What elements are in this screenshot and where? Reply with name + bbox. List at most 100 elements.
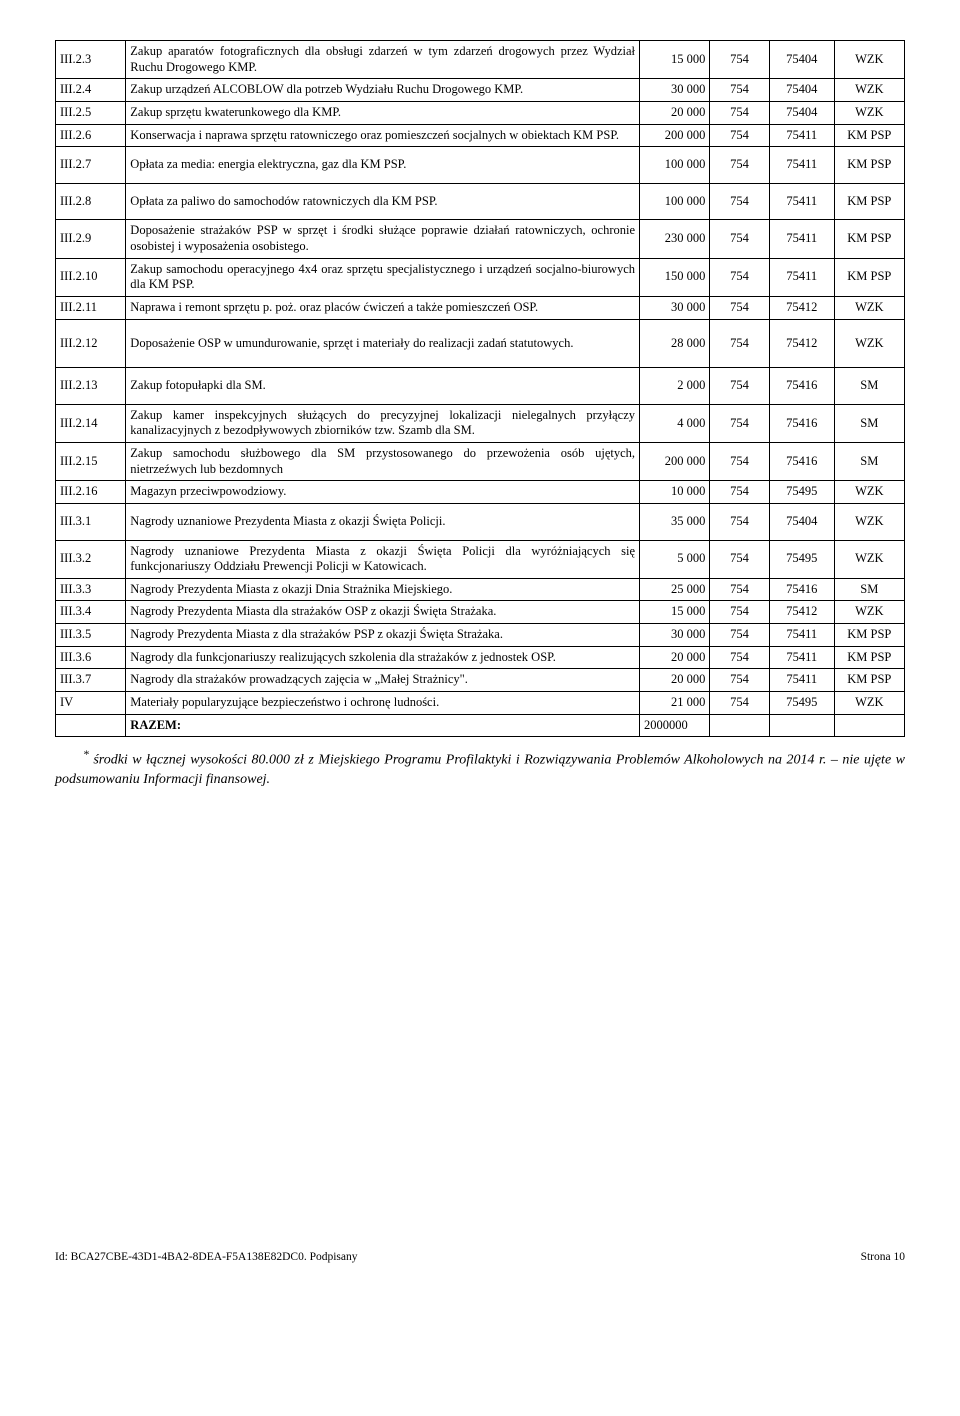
cell-v2: 754: [710, 404, 769, 442]
cell-v2: 754: [710, 646, 769, 669]
razem-total: 2000000: [640, 714, 710, 737]
footnote-text: środki w łącznej wysokości 80.000 zł z M…: [55, 753, 905, 787]
table-row: III.2.4Zakup urządzeń ALCOBLOW dla potrz…: [56, 79, 905, 102]
cell-desc: Nagrody dla strażaków prowadzących zajęc…: [126, 669, 640, 692]
cell-v2: 754: [710, 258, 769, 296]
cell-desc: Nagrody Prezydenta Miasta z dla strażakó…: [126, 624, 640, 647]
cell-v2: 754: [710, 319, 769, 368]
cell-amount: 2 000: [640, 368, 710, 405]
cell-v3: 75404: [769, 41, 834, 79]
cell-id: III.2.15: [56, 443, 126, 481]
cell-v4: WZK: [834, 540, 904, 578]
cell-v4: WZK: [834, 79, 904, 102]
cell-v4: KM PSP: [834, 183, 904, 220]
footnote-asterisk: *: [83, 748, 89, 761]
cell-id: III.3.6: [56, 646, 126, 669]
cell-v4: KM PSP: [834, 220, 904, 258]
cell-v2: 754: [710, 481, 769, 504]
table-row: III.2.9Doposażenie strażaków PSP w sprzę…: [56, 220, 905, 258]
footer-doc-id: Id: BCA27CBE-43D1-4BA2-8DEA-F5A138E82DC0…: [55, 1250, 358, 1264]
cell-v4: SM: [834, 443, 904, 481]
cell-desc: Nagrody Prezydenta Miasta z okazji Dnia …: [126, 578, 640, 601]
cell-v2: 754: [710, 41, 769, 79]
cell-v3: 75411: [769, 220, 834, 258]
cell-v4: KM PSP: [834, 646, 904, 669]
table-row: IVMateriały popularyzujące bezpieczeństw…: [56, 691, 905, 714]
table-row: III.2.7Opłata za media: energia elektryc…: [56, 147, 905, 184]
cell-amount: 5 000: [640, 540, 710, 578]
cell-desc: Zakup samochodu operacyjnego 4x4 oraz sp…: [126, 258, 640, 296]
cell-v3: 75411: [769, 183, 834, 220]
cell-v3: 75412: [769, 319, 834, 368]
cell-amount: 15 000: [640, 41, 710, 79]
cell-amount: 20 000: [640, 669, 710, 692]
cell-v3: 75411: [769, 147, 834, 184]
cell-v3: 75495: [769, 481, 834, 504]
cell-v3: 75416: [769, 443, 834, 481]
cell-v3: 75495: [769, 540, 834, 578]
cell-desc: Nagrody Prezydenta Miasta dla strażaków …: [126, 601, 640, 624]
cell-v2: 754: [710, 578, 769, 601]
table-row: III.2.11Naprawa i remont sprzętu p. poż.…: [56, 296, 905, 319]
cell-v3: 75411: [769, 669, 834, 692]
cell-v2: 754: [710, 691, 769, 714]
cell-v3: 75411: [769, 646, 834, 669]
cell-id: III.2.8: [56, 183, 126, 220]
cell-v2: 754: [710, 183, 769, 220]
cell-amount: 15 000: [640, 601, 710, 624]
cell-id: III.2.9: [56, 220, 126, 258]
cell-amount: 4 000: [640, 404, 710, 442]
cell-amount: 30 000: [640, 79, 710, 102]
cell-id: III.3.4: [56, 601, 126, 624]
cell-v3: 75404: [769, 503, 834, 540]
cell-amount: 230 000: [640, 220, 710, 258]
cell-id: III.2.11: [56, 296, 126, 319]
table-row: III.3.1Nagrody uznaniowe Prezydenta Mias…: [56, 503, 905, 540]
cell-desc: Konserwacja i naprawa sprzętu ratownicze…: [126, 124, 640, 147]
cell-v2: 754: [710, 540, 769, 578]
cell-v3: 75416: [769, 404, 834, 442]
cell-id: III.2.16: [56, 481, 126, 504]
cell-v2: 754: [710, 220, 769, 258]
cell-v4: KM PSP: [834, 669, 904, 692]
cell-v2: 754: [710, 443, 769, 481]
cell-desc: Zakup kamer inspekcyjnych służących do p…: [126, 404, 640, 442]
cell-v4: KM PSP: [834, 124, 904, 147]
cell-desc: Zakup fotopułapki dla SM.: [126, 368, 640, 405]
cell-v2: 754: [710, 124, 769, 147]
table-row: III.3.3Nagrody Prezydenta Miasta z okazj…: [56, 578, 905, 601]
cell-desc: Zakup samochodu służbowego dla SM przyst…: [126, 443, 640, 481]
cell-desc: Nagrody uznaniowe Prezydenta Miasta z ok…: [126, 503, 640, 540]
cell-desc: Opłata za media: energia elektryczna, ga…: [126, 147, 640, 184]
cell-v2: 754: [710, 147, 769, 184]
cell-v4: WZK: [834, 319, 904, 368]
cell-v3: 75416: [769, 578, 834, 601]
cell-v4: WZK: [834, 481, 904, 504]
cell-v2: 754: [710, 624, 769, 647]
cell-amount: 30 000: [640, 296, 710, 319]
table-row: III.2.12Doposażenie OSP w umundurowanie,…: [56, 319, 905, 368]
table-row: III.2.3Zakup aparatów fotograficznych dl…: [56, 41, 905, 79]
cell-desc: Nagrody dla funkcjonariuszy realizującyc…: [126, 646, 640, 669]
cell-v2: 754: [710, 101, 769, 124]
cell-amount: 100 000: [640, 183, 710, 220]
cell-amount: 200 000: [640, 124, 710, 147]
cell-v2: 754: [710, 669, 769, 692]
cell-amount: 30 000: [640, 624, 710, 647]
cell-amount: 200 000: [640, 443, 710, 481]
cell-id: III.2.3: [56, 41, 126, 79]
cell-v4: KM PSP: [834, 258, 904, 296]
table-row: III.2.13Zakup fotopułapki dla SM.2 00075…: [56, 368, 905, 405]
cell-id: III.2.12: [56, 319, 126, 368]
table-row: III.3.7Nagrody dla strażaków prowadzącyc…: [56, 669, 905, 692]
cell-id: III.2.13: [56, 368, 126, 405]
cell-v4: WZK: [834, 41, 904, 79]
cell-v3: 75416: [769, 368, 834, 405]
cell-v3: 75412: [769, 601, 834, 624]
table-row: III.2.5Zakup sprzętu kwaterunkowego dla …: [56, 101, 905, 124]
cell-v2: 754: [710, 368, 769, 405]
cell-amount: 21 000: [640, 691, 710, 714]
cell-v3: 75404: [769, 101, 834, 124]
cell-v3: 75411: [769, 624, 834, 647]
cell-v4: WZK: [834, 601, 904, 624]
